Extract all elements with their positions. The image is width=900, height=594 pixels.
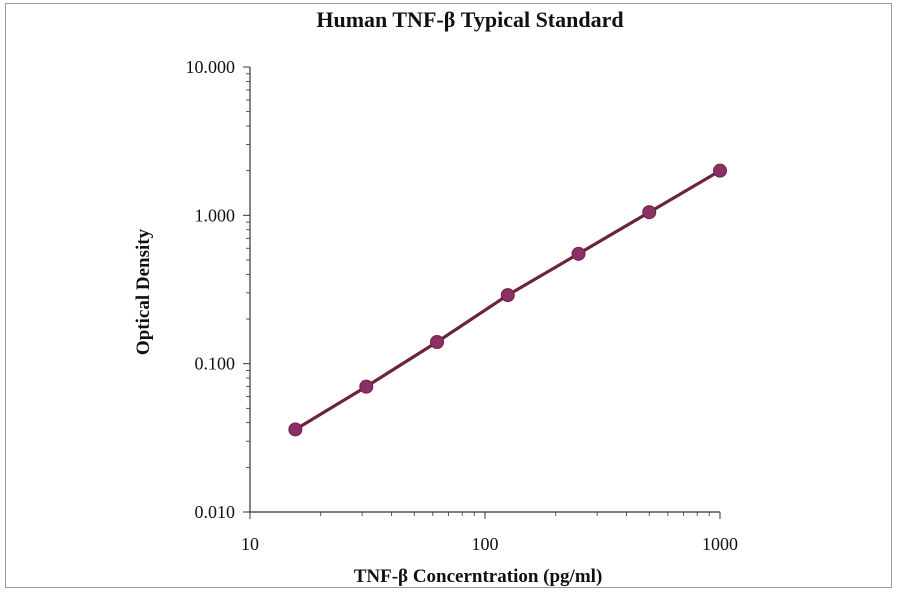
y-tick-label: 10.000 xyxy=(186,57,236,77)
series xyxy=(288,163,727,437)
y-axis-label: Optical Density xyxy=(133,228,154,355)
data-point xyxy=(713,163,727,178)
data-point xyxy=(288,422,303,437)
y-tick-label: 0.100 xyxy=(195,354,236,374)
x-tick-label: 1000 xyxy=(702,534,738,554)
x-tick-label: 100 xyxy=(472,534,499,554)
y-tick-label: 0.010 xyxy=(195,502,236,522)
data-point xyxy=(642,205,657,220)
data-point xyxy=(359,379,374,394)
data-point xyxy=(500,288,515,303)
y-tick-label: 1.000 xyxy=(195,205,236,225)
data-point xyxy=(430,334,445,349)
chart-title: Human TNF-β Typical Standard xyxy=(316,7,623,32)
axes xyxy=(249,67,720,513)
data-point xyxy=(571,246,586,261)
x-tick-label: 10 xyxy=(241,534,259,554)
tick-labels: 0.010 0.100 1.000 10.000 10 100 1000 xyxy=(186,57,739,554)
x-axis-label: TNF-β Concerntration (pg/ml) xyxy=(354,566,603,587)
chart-frame xyxy=(5,3,892,588)
ticks xyxy=(243,66,721,519)
